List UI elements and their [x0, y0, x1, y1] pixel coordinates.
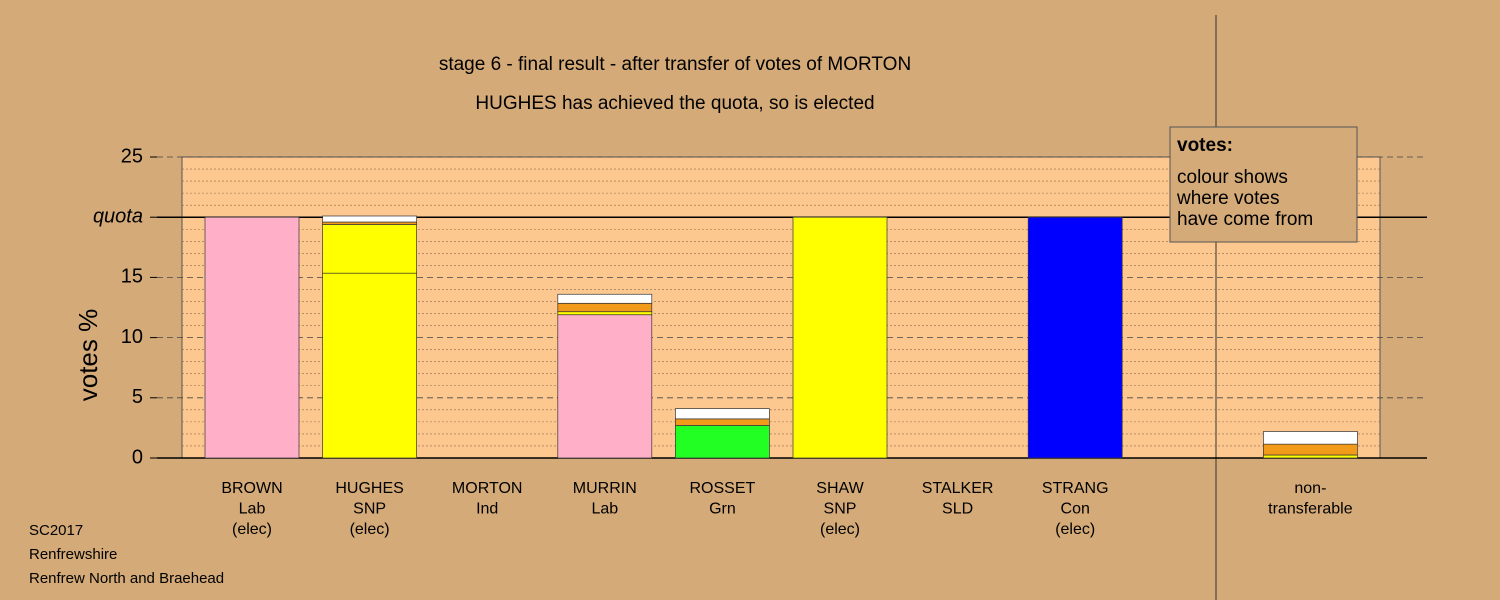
legend-text: have come from — [1177, 209, 1313, 230]
x-tick-label: SLD — [942, 501, 973, 518]
legend-text: colour shows — [1177, 167, 1288, 188]
x-tick-label: (elec) — [820, 521, 860, 538]
x-tick-label: transferable — [1268, 501, 1353, 518]
bar-segment — [322, 221, 417, 225]
x-tick-label: Lab — [239, 501, 266, 518]
bar-segment — [557, 314, 653, 459]
y-tick-label: 25 — [121, 145, 143, 167]
bar-segment — [557, 302, 653, 313]
x-tick-label: (elec) — [1055, 521, 1095, 538]
x-tick-label: Ind — [476, 501, 498, 518]
bar-segment — [675, 425, 770, 459]
x-tick-label: Grn — [709, 501, 736, 518]
x-tick-label: HUGHES — [335, 480, 403, 497]
bar-segment — [322, 272, 417, 459]
x-tick-label: MORTON — [452, 480, 523, 497]
x-tick-label: non- — [1294, 480, 1326, 497]
bar-segment — [1263, 454, 1358, 459]
x-tick-label: ROSSET — [690, 480, 756, 497]
x-tick-label: (elec) — [350, 521, 390, 538]
chart-title: stage 6 - final result - after transfer … — [439, 54, 911, 75]
bar-segment — [675, 418, 770, 426]
y-axis-label: votes % — [73, 309, 103, 402]
bar-segment — [557, 293, 653, 304]
y-tick-label: quota — [93, 205, 143, 227]
x-tick-label: (elec) — [232, 521, 272, 538]
legend-box — [1169, 126, 1358, 243]
bar-segment — [322, 215, 417, 223]
bar-segment — [322, 224, 417, 274]
x-tick-label: Con — [1061, 501, 1090, 518]
x-tick-label: SHAW — [816, 480, 864, 497]
x-tick-label: SNP — [824, 501, 857, 518]
legend-title: votes: — [1177, 135, 1233, 156]
x-tick-label: MURRIN — [573, 480, 637, 497]
bar-segment — [1263, 443, 1358, 456]
y-tick-label: 5 — [132, 386, 143, 408]
x-tick-label: Lab — [591, 501, 618, 518]
y-tick-label: 10 — [121, 326, 143, 348]
bar-segment — [675, 408, 770, 420]
x-tick-label: STALKER — [922, 480, 994, 497]
bar-segment — [204, 216, 300, 459]
footnote: Renfrew North and Braehead — [29, 570, 224, 587]
footnote: SC2017 — [29, 522, 83, 539]
x-tick-label: STRANG — [1042, 480, 1109, 497]
bar-segment — [557, 311, 653, 316]
x-tick-label: SNP — [353, 501, 386, 518]
bar-segment — [792, 216, 888, 459]
x-tick-label: BROWN — [221, 480, 282, 497]
y-tick-label: 15 — [121, 266, 143, 288]
footnote: Renfrewshire — [29, 546, 117, 563]
bar-segment — [1027, 216, 1123, 459]
bar-segment — [1263, 431, 1358, 445]
chart-subtitle: HUGHES has achieved the quota, so is ele… — [475, 93, 874, 114]
bars — [204, 215, 1358, 459]
legend-text: where votes — [1176, 188, 1279, 209]
y-tick-label: 0 — [132, 446, 143, 468]
